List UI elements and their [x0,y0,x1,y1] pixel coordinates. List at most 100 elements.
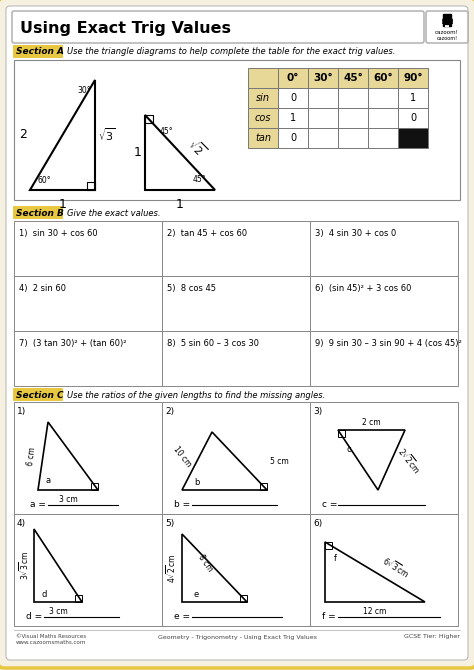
Text: d =: d = [26,612,45,621]
Text: 7)  (3 tan 30)² + (tan 60)²: 7) (3 tan 30)² + (tan 60)² [19,339,127,348]
Text: 45°: 45° [343,73,363,83]
Text: Section C: Section C [16,391,64,399]
Text: Using Exact Trig Values: Using Exact Trig Values [20,21,231,36]
Bar [248,88,278,108]
Text: 2 cm: 2 cm [362,418,381,427]
Text: tan: tan [255,133,271,143]
Text: f =: f = [322,612,338,621]
Text: ▬: ▬ [440,14,454,28]
Bar [338,108,368,128]
FancyBboxPatch shape [6,6,468,660]
Bar [278,128,308,148]
Text: $3\sqrt{3}$cm: $3\sqrt{3}$cm [18,551,31,580]
Bar [338,68,368,88]
Text: 3 cm: 3 cm [59,495,77,504]
Text: a: a [46,476,51,485]
Text: 1: 1 [134,146,142,159]
Text: 6)  (sin 45)² + 3 cos 60: 6) (sin 45)² + 3 cos 60 [315,284,411,293]
Text: GCSE Tier: Higher: GCSE Tier: Higher [404,634,460,639]
Text: 3)  4 sin 30 + cos 0: 3) 4 sin 30 + cos 0 [315,229,396,238]
Text: 1: 1 [290,113,296,123]
Bar [278,108,308,128]
Bar [310,514,458,626]
Text: 5): 5) [165,519,174,528]
Bar [87,182,95,190]
Text: 3 cm: 3 cm [49,607,67,616]
Text: 30°: 30° [313,73,333,83]
Text: Geometry - Trigonometry - Using Exact Trig Values: Geometry - Trigonometry - Using Exact Tr… [157,634,317,639]
Bar [91,483,98,490]
Text: 2)  tan 45 + cos 60: 2) tan 45 + cos 60 [167,229,247,238]
Bar [75,595,82,602]
Text: 45°: 45° [160,127,173,136]
Text: 4)  2 sin 60: 4) 2 sin 60 [19,284,66,293]
Bar [338,88,368,108]
Bar [368,68,398,88]
Text: $2\sqrt{2}$cm: $2\sqrt{2}$cm [395,444,424,476]
Text: sin: sin [256,93,270,103]
Text: Section A: Section A [16,48,64,56]
Text: e =: e = [174,612,193,621]
FancyBboxPatch shape [13,388,63,401]
Bar [310,402,458,514]
Bar [398,88,428,108]
Text: 5)  8 cos 45: 5) 8 cos 45 [167,284,216,293]
Text: a =: a = [30,500,49,509]
Text: 1)  sin 30 + cos 60: 1) sin 30 + cos 60 [19,229,98,238]
Bar [310,221,458,276]
Bar [338,128,368,148]
Bar [14,402,162,514]
Bar [14,276,162,331]
Bar [162,221,310,276]
Text: Use the ratios of the given lengths to find the missing angles.: Use the ratios of the given lengths to f… [67,391,325,399]
Bar [445,25,449,27]
Bar [162,331,310,386]
Text: 1): 1) [17,407,26,416]
Text: 8 cm: 8 cm [196,553,215,574]
Text: Give the exact values.: Give the exact values. [67,208,161,218]
Bar [14,221,162,276]
Text: 0: 0 [410,113,416,123]
Text: b: b [194,478,200,487]
Bar [398,128,428,148]
Bar [308,88,338,108]
FancyBboxPatch shape [426,11,468,43]
Text: 60°: 60° [38,176,52,185]
Text: b =: b = [174,500,193,509]
Text: f: f [334,554,337,563]
Bar [398,68,428,88]
Bar [310,331,458,386]
Bar [162,402,310,514]
Text: 1: 1 [59,198,66,211]
Text: 2): 2) [165,407,174,416]
Bar [368,128,398,148]
Text: 0: 0 [290,133,296,143]
Bar [248,108,278,128]
Bar [368,108,398,128]
Text: 0: 0 [290,93,296,103]
Text: ▬: ▬ [444,21,450,27]
Bar [248,68,278,88]
Bar [278,68,308,88]
Text: 0°: 0° [287,73,299,83]
Text: 1: 1 [176,198,184,211]
FancyBboxPatch shape [12,11,424,43]
FancyBboxPatch shape [13,206,63,219]
Bar [308,68,338,88]
Text: Section B: Section B [16,208,64,218]
Text: c =: c = [322,500,340,509]
Text: ©Visual Maths Resources
www.cazoomsmaths.com: ©Visual Maths Resources www.cazoomsmaths… [16,634,86,645]
Text: 9)  9 sin 30 – 3 sin 90 + 4 (cos 45)²: 9) 9 sin 30 – 3 sin 90 + 4 (cos 45)² [315,339,462,348]
Text: d: d [42,590,47,599]
Text: 2: 2 [19,129,27,141]
Bar [14,331,162,386]
FancyBboxPatch shape [13,45,63,58]
Bar [338,430,345,437]
Bar [14,514,162,626]
Bar [145,115,153,123]
Text: 60°: 60° [373,73,393,83]
Text: 12 cm: 12 cm [363,607,387,616]
Text: Use the triangle diagrams to help complete the table for the exact trig values.: Use the triangle diagrams to help comple… [67,48,395,56]
Text: 6): 6) [313,519,322,528]
Text: 4): 4) [17,519,26,528]
